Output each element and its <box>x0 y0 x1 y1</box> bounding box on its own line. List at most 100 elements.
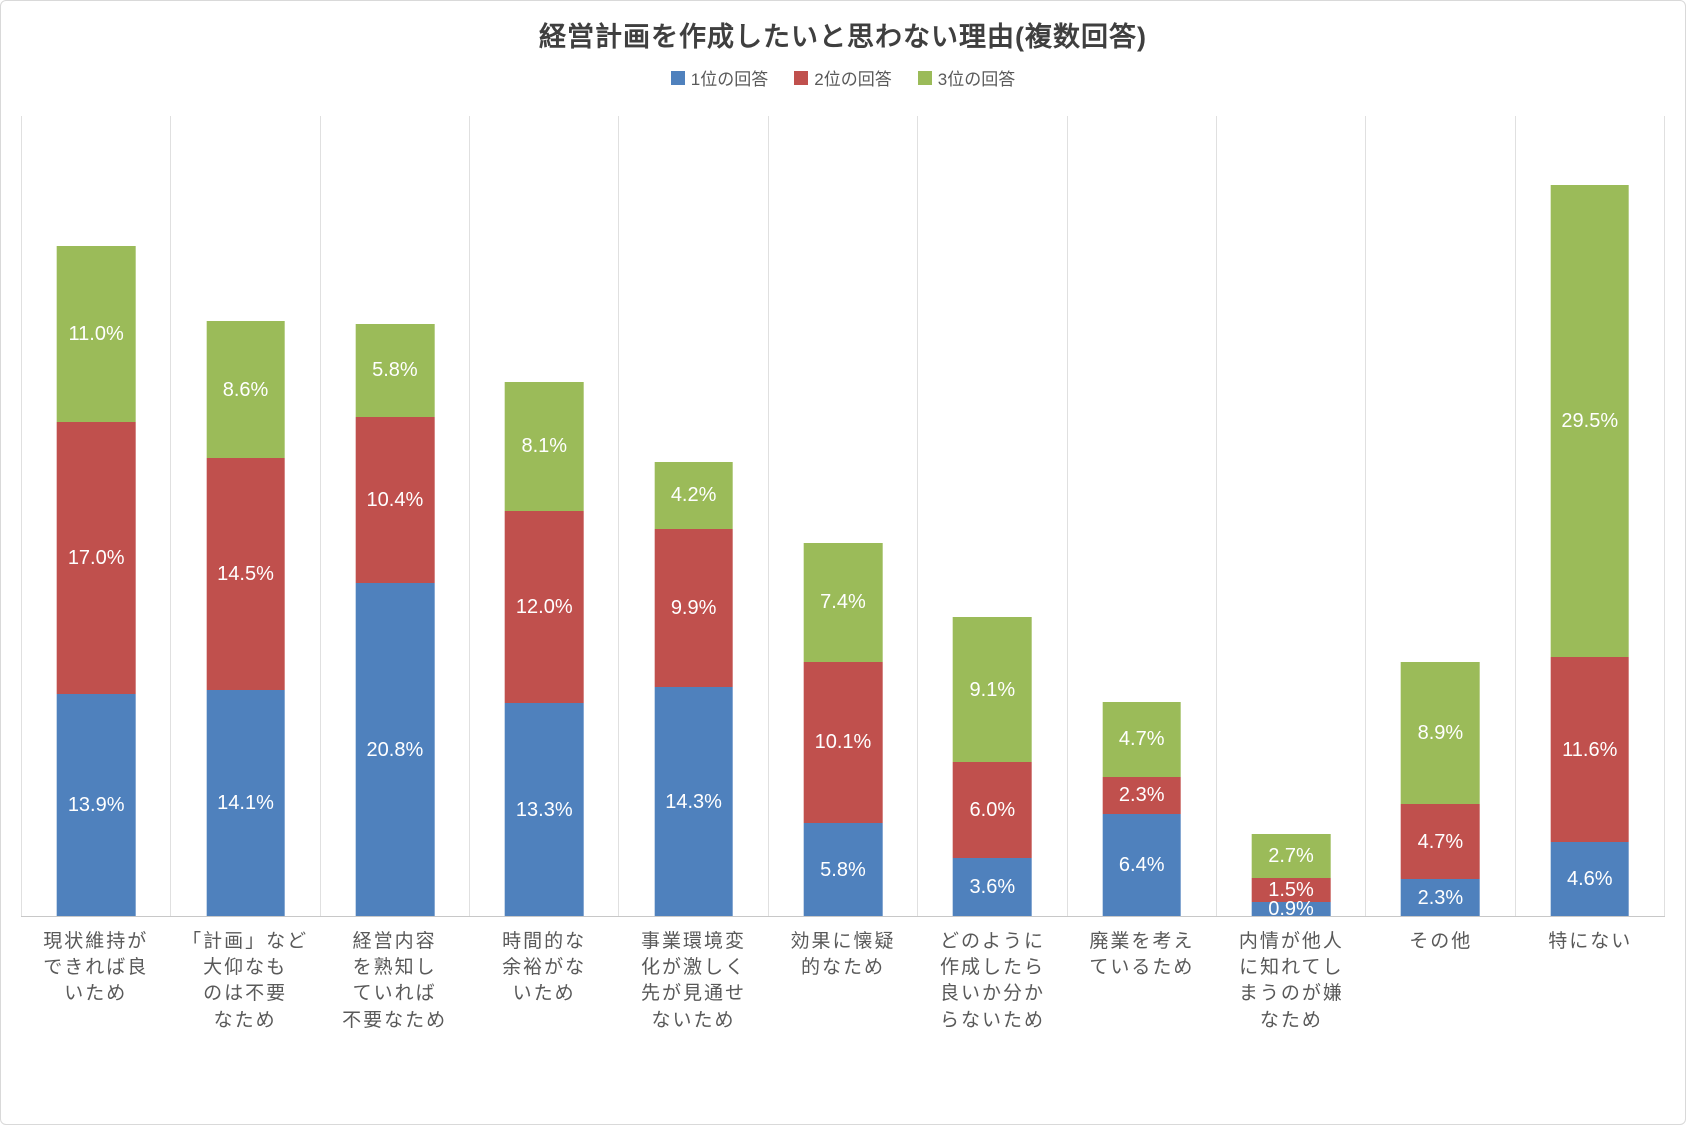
bar-segment-rank2: 10.4% <box>355 416 435 584</box>
segment-value-label: 4.7% <box>1417 830 1464 853</box>
bar-segment-rank3: 4.7% <box>1102 701 1181 777</box>
segment-value-label: 8.9% <box>1417 721 1464 744</box>
segment-value-label: 8.6% <box>222 378 269 401</box>
legend-swatch-icon <box>670 70 685 85</box>
segment-value-label: 14.1% <box>217 792 274 815</box>
bar-stack: 13.9% 17.0% 11.0% <box>56 245 136 916</box>
bar-stack: 6.4% 2.3% 4.7% <box>1102 701 1181 916</box>
segment-value-label: 4.6% <box>1566 868 1613 891</box>
bar-segment-rank1: 5.8% <box>803 823 883 916</box>
category-label: 事業環境変 化が激しく 先が見通せ ないため <box>641 931 747 1031</box>
bar-segment-rank3: 8.1% <box>504 381 584 512</box>
segment-value-label: 11.0% <box>68 322 124 345</box>
bar-stack: 20.8% 10.4% 5.8% <box>355 324 435 916</box>
bar-segment-rank1: 0.9% <box>1251 897 1331 920</box>
bar-stack: 2.3% 4.7% 8.9% <box>1401 661 1480 916</box>
segment-value-label: 7.4% <box>820 591 866 614</box>
chart-column: 6.4% 2.3% 4.7% <box>1066 116 1216 916</box>
bar-segment-rank2: 11.6% <box>1550 656 1630 843</box>
bar-segment-rank1: 3.6% <box>953 858 1032 916</box>
segment-value-label: 10.1% <box>814 731 872 754</box>
segment-value-label: 12.0% <box>515 596 573 619</box>
category-label: 廃業を考え ているため <box>1089 931 1195 979</box>
chart-column: 14.3% 9.9% 4.2% <box>618 116 767 916</box>
chart-column: 13.9% 17.0% 11.0% <box>21 116 170 916</box>
bar-stack: 0.9% 1.5% 2.7% <box>1251 834 1331 920</box>
bar-segment-rank2: 17.0% <box>56 421 136 694</box>
segment-value-label: 2.7% <box>1268 845 1314 868</box>
segment-value-label: 17.0% <box>67 546 125 569</box>
segment-value-label: 1.5% <box>1268 878 1314 901</box>
bar-segment-rank1: 13.9% <box>56 693 136 916</box>
legend-item-rank1: 1位の回答 <box>670 65 769 90</box>
segment-value-label: 8.1% <box>521 435 568 458</box>
bar-segment-rank2: 10.1% <box>803 661 883 824</box>
category-label: 効果に懐疑 的なため <box>790 931 896 979</box>
bar-segment-rank3: 29.5% <box>1550 184 1630 657</box>
bar-segment-rank3: 2.7% <box>1251 834 1331 878</box>
bar-segment-rank2: 6.0% <box>953 762 1032 859</box>
category-label: どのように 作成したら 良いか分か らないため <box>939 931 1045 1031</box>
bar-stack: 4.6% 11.6% 29.5% <box>1550 184 1630 916</box>
bar-segment-rank1: 6.4% <box>1102 813 1181 916</box>
segment-value-label: 11.6% <box>1562 738 1618 761</box>
segment-value-label: 4.7% <box>1118 728 1165 751</box>
legend-label: 2位の回答 <box>814 70 892 89</box>
category-label: その他 <box>1409 931 1473 952</box>
legend-label: 1位の回答 <box>690 70 769 89</box>
bar-segment-rank3: 9.1% <box>953 616 1032 763</box>
bar-segment-rank2: 2.3% <box>1102 776 1181 814</box>
segment-value-label: 5.8% <box>372 359 418 382</box>
bar-segment-rank2: 9.9% <box>654 528 733 688</box>
category-axis: 現状維持が できれば良 いため 「計画」など 大仰なも のは不要 なため 経営内容 … <box>21 929 1665 1034</box>
bar-segment-rank1: 13.3% <box>504 703 584 916</box>
segment-value-label: 9.9% <box>670 597 717 619</box>
bar-stack: 14.3% 9.9% 4.2% <box>654 461 733 916</box>
segment-value-label: 6.4% <box>1118 853 1165 876</box>
bar-segment-rank3: 4.2% <box>654 461 733 529</box>
chart-column: 2.3% 4.7% 8.9% <box>1365 116 1514 916</box>
category-label: 現状維持が できれば良 いため <box>43 931 149 1005</box>
bar-segment-rank2: 12.0% <box>504 511 584 704</box>
bar-segment-rank2: 14.5% <box>206 458 285 691</box>
chart-title: 経営計画を作成したいと思わない理由(複数回答) <box>539 22 1147 52</box>
segment-value-label: 13.9% <box>67 793 125 816</box>
segment-value-label: 0.9% <box>1268 897 1314 920</box>
chart-column: 20.8% 10.4% 5.8% <box>319 116 469 916</box>
category-label: 「計画」など 大仰なも のは不要 なため <box>182 931 309 1031</box>
segment-value-label: 4.2% <box>670 484 717 507</box>
segment-value-label: 20.8% <box>366 738 424 761</box>
bar-segment-rank3: 8.6% <box>206 320 285 459</box>
legend-label: 3位の回答 <box>937 70 1016 89</box>
bar-segment-rank2: 1.5% <box>1251 877 1331 902</box>
legend-item-rank3: 3位の回答 <box>917 65 1016 90</box>
category-label: 特にない <box>1548 931 1633 952</box>
bar-stack: 13.3% 12.0% 8.1% <box>504 381 584 916</box>
bar-stack: 14.1% 14.5% 8.6% <box>206 320 285 916</box>
bar-stack: 5.8% 10.1% 7.4% <box>803 543 883 916</box>
category-label: 時間的な 余裕がな いため <box>502 931 587 1005</box>
segment-value-label: 14.3% <box>665 790 722 813</box>
category-label: 内情が他人 に知れてし まうのが嫌 なため <box>1238 931 1344 1031</box>
bar-segment-rank3: 11.0% <box>56 245 136 422</box>
bar-segment-rank1: 2.3% <box>1401 879 1480 916</box>
bar-segment-rank2: 4.7% <box>1401 804 1480 880</box>
segment-value-label: 5.8% <box>820 858 866 881</box>
bar-segment-rank1: 20.8% <box>355 583 435 916</box>
chart-column: 0.9% 1.5% 2.7% <box>1215 116 1365 920</box>
segment-value-label: 9.1% <box>969 678 1016 701</box>
chart-column: 13.3% 12.0% 8.1% <box>469 116 618 916</box>
segment-value-label: 29.5% <box>1561 409 1619 432</box>
category-label: 経営内容 を熟知し ていれば 不要なため <box>342 931 448 1031</box>
bar-segment-rank1: 14.3% <box>654 687 733 916</box>
bar-segment-rank3: 8.9% <box>1401 661 1480 805</box>
segment-value-label: 14.5% <box>217 563 274 586</box>
legend-swatch-icon <box>794 70 809 85</box>
plot-area: 13.9% 17.0% 11.0% 14.1% 14.5% 8.6% 20.8% 10.4% 5… <box>21 116 1665 920</box>
chart-legend: 1位の回答 2位の回答 3位の回答 <box>1 65 1685 90</box>
segment-value-label: 13.3% <box>515 798 573 821</box>
segment-value-label: 10.4% <box>366 489 424 511</box>
segment-value-label: 2.3% <box>1417 886 1464 909</box>
segment-value-label: 6.0% <box>969 799 1016 822</box>
